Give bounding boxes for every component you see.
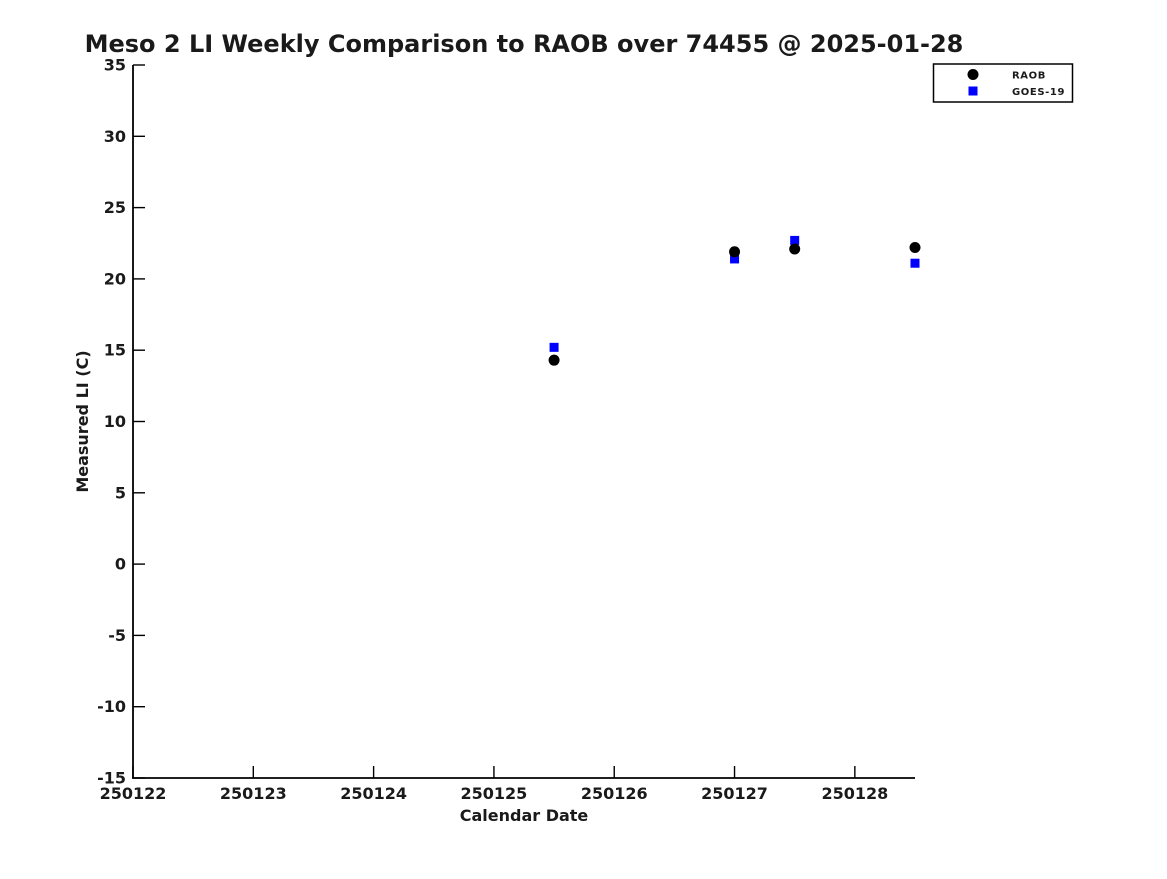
axes: 250122 250123 250124 250125 250126 250127 2501… [97, 56, 915, 803]
data-points [548, 235, 921, 366]
data-point-raob [548, 354, 560, 366]
raob-circle-marker-icon [967, 69, 979, 80]
data-point-goes-19 [790, 235, 800, 245]
legend: RAOB GOES-19 [932, 63, 1074, 103]
legend-box [932, 63, 1074, 103]
data-point-raob [909, 242, 921, 254]
data-point-goes-19 [730, 254, 740, 264]
legend-label-goes19: GOES-19 [1012, 87, 1065, 98]
x-tick-label: 250128 [821, 784, 888, 803]
data-point-raob [789, 243, 801, 255]
x-tick-label: 250127 [701, 784, 768, 803]
data-point-raob [729, 246, 741, 258]
x-tick-label: 250125 [461, 784, 528, 803]
y-tick-label: -5 [108, 626, 126, 645]
y-tick-label: 35 [104, 56, 126, 75]
y-tick-label: 20 [104, 269, 126, 288]
y-tick-label: -10 [97, 697, 126, 716]
x-tick-label: 250124 [340, 784, 407, 803]
y-tick-label: -15 [97, 769, 126, 788]
chart-title: Meso 2 LI Weekly Comparison to RAOB over… [85, 30, 964, 58]
y-tick-label: 30 [104, 127, 126, 146]
data-point-goes-19 [910, 258, 920, 268]
x-tick-label: 250126 [581, 784, 648, 803]
goes19-square-marker-icon [968, 86, 978, 96]
y-tick-label: 15 [104, 341, 126, 360]
x-tick-label: 250122 [100, 784, 167, 803]
y-tick-label: 0 [115, 555, 126, 574]
y-axis-label: Measured LI (C) [73, 350, 92, 492]
y-tick-label: 25 [104, 198, 126, 217]
y-tick-label: 10 [104, 412, 126, 431]
x-axis-label: Calendar Date [460, 806, 589, 825]
x-tick-label: 250123 [220, 784, 287, 803]
data-point-goes-19 [549, 342, 559, 352]
legend-label-raob: RAOB [1012, 71, 1046, 82]
y-tick-label: 5 [115, 483, 126, 502]
